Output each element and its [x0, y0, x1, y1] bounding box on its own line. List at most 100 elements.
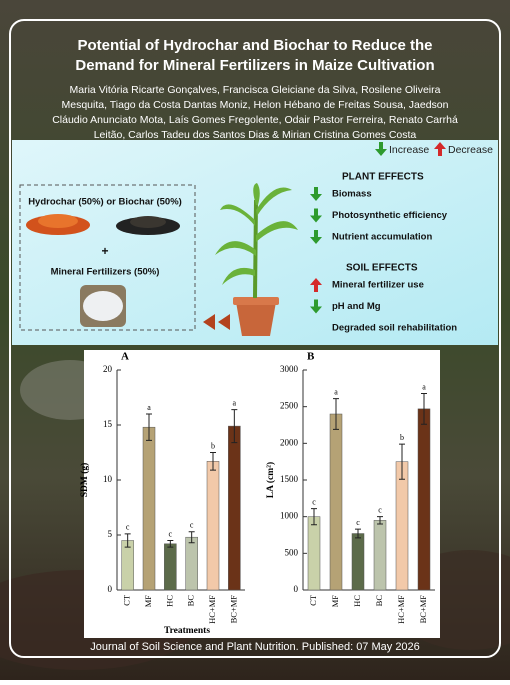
y-tick-label: 10	[103, 474, 113, 484]
y-axis-label: SDM (g)	[79, 463, 90, 498]
input-label: +	[101, 244, 108, 258]
error-bar	[399, 443, 405, 480]
y-tick-label: 20	[103, 364, 113, 374]
input-label: Mineral Fertilizers (50%)	[51, 267, 160, 278]
increase-arrow	[310, 208, 322, 223]
bar	[351, 533, 365, 591]
x-tick-label: MF	[330, 595, 340, 608]
leaves	[215, 183, 298, 285]
increase-arrow	[310, 299, 322, 314]
y-tick-label: 5	[108, 529, 113, 539]
error-bar	[421, 392, 427, 425]
x-tick-label: HC+MF	[207, 595, 217, 624]
error-bar	[355, 528, 361, 539]
x-axis-label: Treatments	[164, 626, 210, 636]
biochar-pile	[130, 216, 166, 228]
author-line: Leitão, Carlos Tadeu dos Santos Dias & M…	[94, 129, 417, 141]
chart-label: B	[307, 351, 315, 363]
significance-letter: c	[169, 529, 173, 538]
bar	[185, 536, 198, 591]
pot	[236, 302, 276, 336]
bar	[228, 425, 241, 591]
significance-letter: a	[147, 403, 151, 412]
y-tick-label: 15	[103, 419, 113, 429]
bar	[417, 408, 431, 591]
increase-arrow	[310, 187, 322, 201]
decrease-arrow	[310, 278, 322, 292]
x-tick-label: CT	[308, 594, 318, 606]
y-tick-label: 0	[108, 584, 113, 594]
author-line: Mesquita, Tiago da Costa Dantas Moniz, H…	[62, 99, 449, 111]
significance-letter: b	[211, 441, 215, 450]
inputs-box	[19, 184, 196, 331]
significance-letter: a	[233, 398, 237, 407]
y-tick-label: 1500	[280, 474, 299, 484]
bar	[395, 461, 409, 591]
x-tick-label: MF	[143, 595, 153, 608]
stem	[253, 199, 258, 299]
x-tick-label: HC+MF	[396, 595, 406, 624]
y-tick-label: 0	[294, 584, 299, 594]
decrease-arrow	[434, 142, 446, 156]
x-tick-label: CT	[122, 594, 132, 606]
x-tick-label: BC+MF	[418, 595, 428, 624]
input-label: Hydrochar (50%) or Biochar (50%)	[28, 197, 182, 208]
significance-letter: c	[190, 521, 194, 530]
effect-item: Nutrient accumulation	[332, 232, 432, 243]
y-tick-label: 2000	[280, 437, 299, 447]
significance-letter: b	[400, 433, 404, 442]
hydrochar-pile	[38, 214, 78, 228]
error-bar	[333, 398, 339, 430]
y-tick-label: 1000	[280, 511, 299, 521]
charts-panel	[84, 350, 440, 638]
effect-item: pH and Mg	[332, 301, 381, 312]
charts: A 0 5 10 15 20 SDM (g) Treatments c CT a MF c HC c BC b H…	[79, 351, 435, 636]
y-tick-label: 500	[285, 547, 299, 557]
title: Demand for Mineral Fertilizers in Maize …	[75, 57, 434, 74]
x-tick-label: BC	[186, 595, 196, 607]
significance-letter: c	[378, 505, 382, 514]
significance-letter: c	[126, 523, 130, 532]
error-bar	[188, 531, 195, 544]
fertilizer-granules	[83, 291, 123, 321]
significance-letter: c	[356, 518, 360, 527]
error-bar	[167, 540, 174, 548]
section-heading: SOIL EFFECTS	[346, 263, 418, 274]
x-tick-label: BC+MF	[228, 595, 238, 624]
legend-decrease: Decrease	[448, 144, 493, 156]
x-tick-label: BC	[374, 595, 384, 607]
bar	[121, 540, 134, 591]
significance-letter: a	[422, 382, 426, 391]
effect-item: Mineral fertilizer use	[332, 280, 424, 291]
error-bar	[210, 452, 216, 471]
effect-item: Degraded soil rehabilitation	[332, 323, 457, 334]
y-tick-label: 3000	[280, 364, 299, 374]
pot-rim	[233, 297, 279, 305]
frame	[9, 19, 501, 658]
error-bar	[231, 409, 238, 444]
bar	[307, 516, 321, 591]
section-heading: PLANT EFFECTS	[342, 172, 424, 183]
y-tick-label: 2500	[280, 401, 299, 411]
effect-item: Photosynthetic efficiency	[332, 210, 448, 221]
effect-item: Biomass	[332, 189, 372, 200]
author-line: Maria Vitória Ricarte Gonçalves, Francis…	[70, 84, 441, 96]
bar	[373, 520, 387, 591]
x-tick-label: HC	[352, 595, 362, 607]
significance-letter: a	[334, 387, 338, 396]
error-bar	[377, 516, 383, 525]
bar	[206, 461, 220, 591]
bar	[329, 413, 343, 591]
author-line: Cláudio Anunciato Mota, Laís Gomes Frego…	[52, 114, 458, 126]
footer: Journal of Soil Science and Plant Nutrit…	[90, 641, 420, 653]
chart-label: A	[121, 351, 129, 363]
y-axis-label: LA (cm²)	[265, 462, 276, 498]
increase-arrow	[375, 142, 387, 156]
significance-letter: c	[312, 497, 316, 506]
error-bar	[146, 413, 152, 441]
bar	[142, 426, 156, 591]
title: Potential of Hydrochar and Biochar to Re…	[77, 37, 432, 54]
error-bar	[124, 533, 131, 548]
